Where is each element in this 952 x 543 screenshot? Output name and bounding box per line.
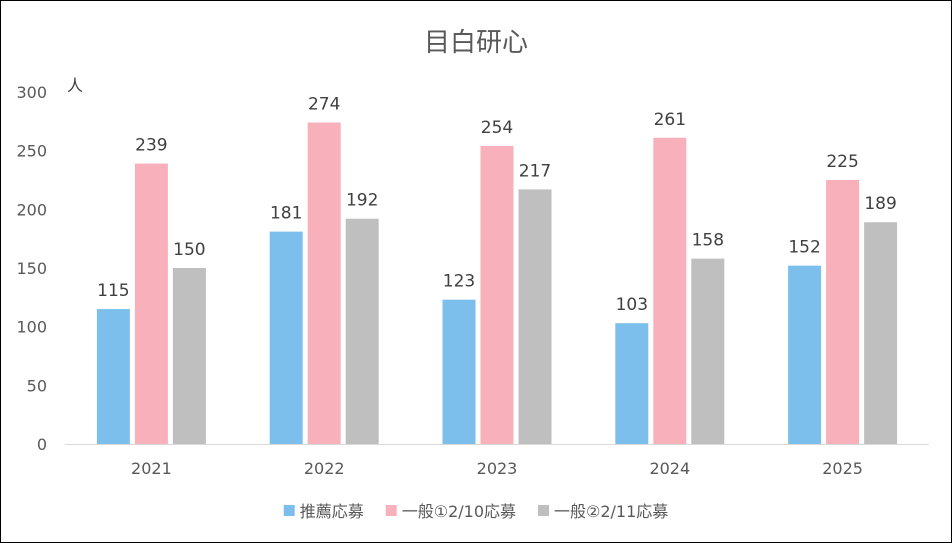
data-label: 261 xyxy=(654,110,686,130)
x-tick-label: 2024 xyxy=(649,459,690,478)
y-axis-ticks: 0 50 100 150 200 250 300 xyxy=(16,83,47,454)
bar xyxy=(442,299,476,444)
legend-swatch xyxy=(283,505,295,516)
data-label: 274 xyxy=(308,95,340,115)
bar xyxy=(480,145,514,444)
data-label: 217 xyxy=(519,161,551,181)
data-label: 192 xyxy=(346,191,378,211)
data-labels-group: 115 239 150 181 274 192 123 254 217 103 261 158 152 2… xyxy=(97,95,897,316)
data-label: 115 xyxy=(97,281,129,301)
y-tick-label: 0 xyxy=(37,435,47,454)
y-tick-label: 50 xyxy=(27,376,47,395)
legend-label: 一般①2/10応募 xyxy=(402,502,516,521)
data-label: 103 xyxy=(616,295,648,315)
bar xyxy=(826,180,860,444)
data-label: 123 xyxy=(443,272,475,292)
x-tick-label: 2021 xyxy=(131,459,172,478)
data-label: 254 xyxy=(481,118,513,138)
bar xyxy=(788,265,822,444)
legend-swatch xyxy=(538,505,550,516)
bar xyxy=(864,222,898,444)
y-tick-label: 250 xyxy=(16,142,47,161)
legend-swatch xyxy=(385,505,397,516)
bar xyxy=(96,309,130,444)
bar xyxy=(134,163,168,444)
data-label: 189 xyxy=(864,194,896,214)
bar xyxy=(691,258,725,444)
data-label: 158 xyxy=(692,231,724,251)
data-label: 239 xyxy=(135,136,167,156)
data-label: 150 xyxy=(173,240,205,260)
x-tick-label: 2022 xyxy=(304,459,345,478)
chart-title: 目白研心 xyxy=(424,28,528,58)
bar xyxy=(172,268,206,444)
y-axis-unit-label: 人 xyxy=(67,76,83,95)
legend: 推薦応募 一般①2/10応募 一般②2/11応募 xyxy=(283,502,668,521)
legend-label: 一般②2/11応募 xyxy=(554,502,668,521)
y-tick-label: 200 xyxy=(16,200,47,219)
y-tick-label: 150 xyxy=(16,259,47,278)
data-label: 181 xyxy=(270,204,302,224)
bar xyxy=(269,231,303,444)
x-tick-label: 2023 xyxy=(477,459,518,478)
bar xyxy=(615,323,649,444)
bar xyxy=(518,189,552,444)
legend-label: 推薦応募 xyxy=(300,502,364,521)
y-tick-label: 100 xyxy=(16,318,47,337)
bar-series-group xyxy=(96,122,898,445)
data-label: 225 xyxy=(826,152,858,172)
bar xyxy=(307,122,341,445)
x-axis-ticks: 2021 2022 2023 2024 2025 xyxy=(131,459,863,478)
y-tick-label: 300 xyxy=(16,83,47,102)
x-tick-label: 2025 xyxy=(822,459,863,478)
bar xyxy=(345,218,379,444)
bar xyxy=(653,137,687,444)
data-label: 152 xyxy=(788,238,820,258)
